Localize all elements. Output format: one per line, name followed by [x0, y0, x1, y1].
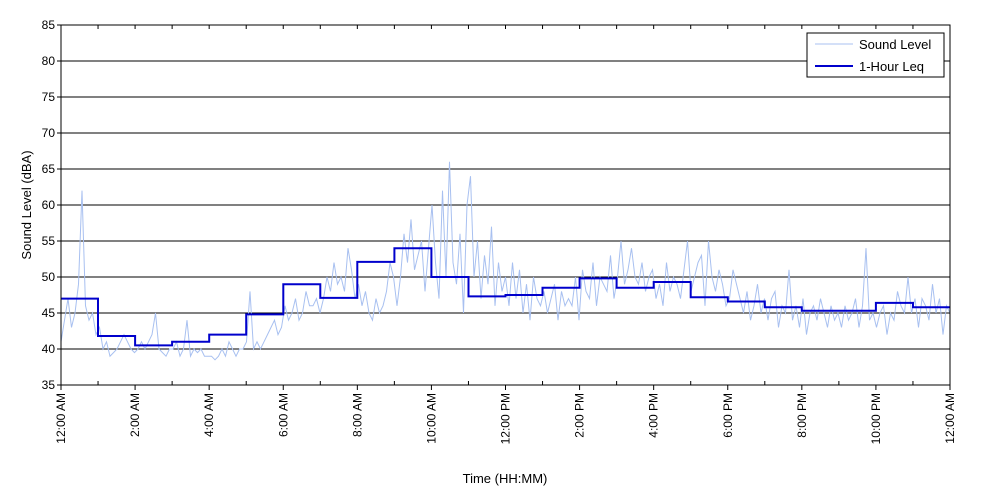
- x-axis-title: Time (HH:MM): [463, 471, 548, 486]
- y-tick-label: 85: [42, 18, 56, 32]
- legend-label-hourly-leq: 1-Hour Leq: [859, 59, 924, 74]
- x-tick-label: 4:00 AM: [202, 393, 216, 437]
- y-tick-label: 80: [42, 54, 56, 68]
- x-tick-label: 12:00 AM: [54, 393, 68, 444]
- x-tick-label: 8:00 PM: [795, 393, 809, 438]
- series-layer: [60, 161, 951, 361]
- y-tick-label: 55: [42, 234, 56, 248]
- gridlines: [61, 60, 950, 350]
- y-tick-label: 70: [42, 126, 56, 140]
- x-tick-label: 12:00 PM: [499, 393, 513, 444]
- x-tick-label: 6:00 AM: [276, 393, 290, 437]
- x-tick-label: 6:00 PM: [721, 393, 735, 438]
- legend: Sound Level 1-Hour Leq: [806, 32, 945, 78]
- legend-box: [806, 32, 945, 78]
- series-hourly-leq: [61, 247, 950, 347]
- y-tick-label: 45: [42, 306, 56, 320]
- y-axis-title: Sound Level (dBA): [19, 150, 34, 259]
- y-tick-label: 50: [42, 270, 56, 284]
- y-tick-label: 40: [42, 342, 56, 356]
- x-tick-label: 4:00 PM: [647, 393, 661, 438]
- y-tick-label: 75: [42, 90, 56, 104]
- legend-label-sound-level: Sound Level: [859, 37, 931, 52]
- y-tick-label: 35: [42, 378, 56, 392]
- x-tick-label: 2:00 AM: [128, 393, 142, 437]
- plot-frame: [60, 24, 951, 386]
- x-tick-label: 8:00 AM: [350, 393, 364, 437]
- x-tick-label: 10:00 AM: [424, 393, 438, 444]
- x-tick-label: 2:00 PM: [573, 393, 587, 438]
- y-tick-label: 60: [42, 198, 56, 212]
- x-tick-label: 10:00 PM: [869, 393, 883, 444]
- x-axis: 12:00 AM 2:00 AM 4:00 AM 6:00 AM 8:00 AM 10:0…: [54, 25, 957, 444]
- y-tick-label: 65: [42, 162, 56, 176]
- x-tick-label: 12:00 AM: [943, 393, 957, 444]
- y-axis: 35 40 45 50 55 60 65 70 75 80 85: [42, 18, 61, 392]
